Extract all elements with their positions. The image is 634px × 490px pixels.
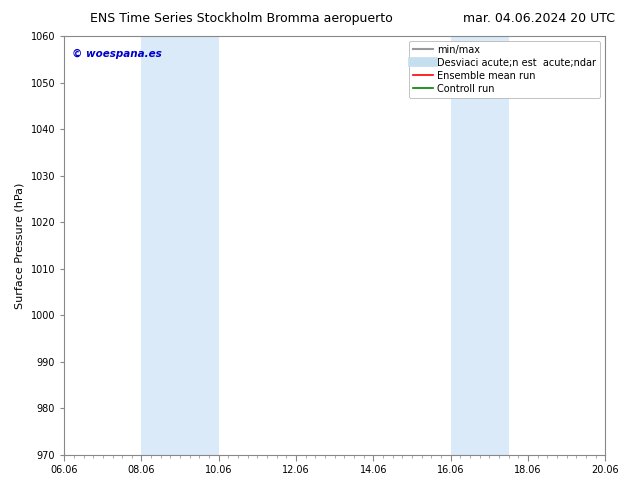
Y-axis label: Surface Pressure (hPa): Surface Pressure (hPa) xyxy=(15,182,25,309)
Text: mar. 04.06.2024 20 UTC: mar. 04.06.2024 20 UTC xyxy=(463,12,615,25)
Bar xyxy=(141,36,219,455)
Text: © woespana.es: © woespana.es xyxy=(72,49,162,59)
Text: ENS Time Series Stockholm Bromma aeropuerto: ENS Time Series Stockholm Bromma aeropue… xyxy=(89,12,392,25)
Legend: min/max, Desviaci acute;n est  acute;ndar, Ensemble mean run, Controll run: min/max, Desviaci acute;n est acute;ndar… xyxy=(409,41,600,98)
Bar xyxy=(451,36,508,455)
